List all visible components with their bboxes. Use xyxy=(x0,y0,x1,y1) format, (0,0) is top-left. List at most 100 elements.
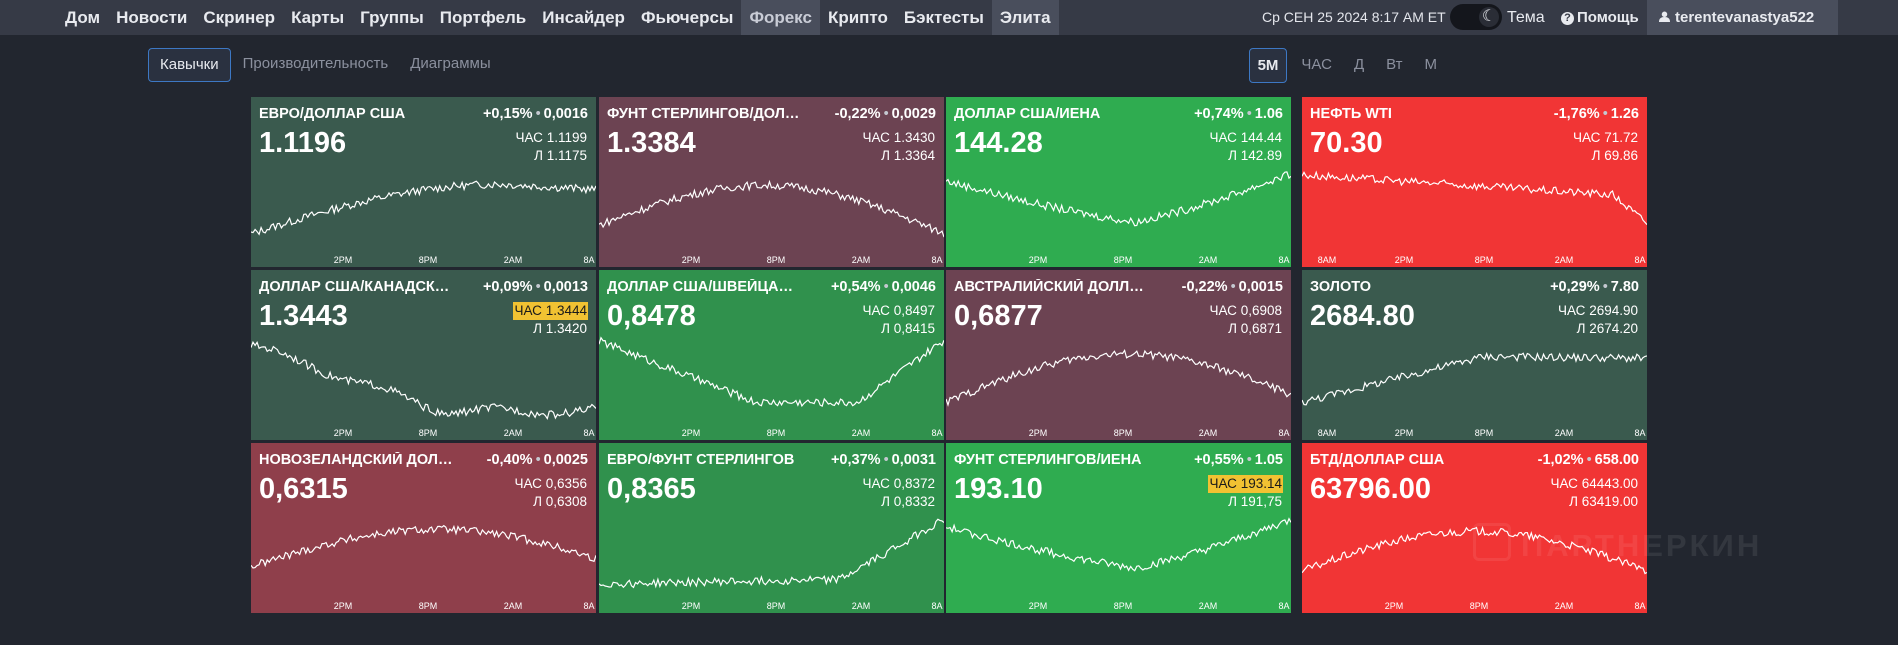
timeframe-button[interactable]: 5M xyxy=(1248,48,1288,83)
last-price: 0,6315 xyxy=(259,473,348,505)
view-tab[interactable]: Производительность xyxy=(242,55,389,72)
high-low: ЧАС 2694.90 Л 2674.20 xyxy=(1557,302,1639,338)
time-tick-label: 8A xyxy=(583,428,594,438)
watermark-logo-icon xyxy=(1473,523,1511,561)
high-row: ЧАС 1.3430 xyxy=(861,129,936,147)
time-tick-label: 8PM xyxy=(1114,255,1133,265)
nav-item[interactable]: Группы xyxy=(360,8,424,27)
timeframe-button[interactable]: Вт xyxy=(1386,56,1403,73)
change: +0,37% • 0,0031 xyxy=(831,452,936,468)
time-tick-label: 2PM xyxy=(682,255,701,265)
change-absolute: 0,0029 xyxy=(891,106,936,122)
instrument-name: ДОЛЛАР США/КАНАДСКИЙ ДОЛЛАР xyxy=(259,279,454,295)
time-tick-label: 8A xyxy=(1278,255,1289,265)
low-label: Л xyxy=(1228,494,1237,509)
time-tick-label: 8PM xyxy=(1114,601,1133,611)
nav-item[interactable]: Инсайдер xyxy=(542,8,625,27)
price-line xyxy=(599,336,944,408)
nav-item[interactable]: Карты xyxy=(291,8,345,27)
user-menu[interactable]: terentevanastya522 xyxy=(1647,0,1838,35)
high-low: ЧАС 0,8372 Л 0,8332 xyxy=(861,475,936,511)
quote-tile[interactable]: 2PM 8PM 2AM 8A ДОЛЛАР США/ШВЕЙЦАРСКИЙ ФРАНК +… xyxy=(599,270,944,440)
quote-tile[interactable]: 2PM 8PM 2AM 8A БТД/ДОЛЛАР США -1,02% • 658.00 63… xyxy=(1302,443,1647,613)
change: +0,29% • 7.80 xyxy=(1550,279,1639,295)
time-tick-label: 8A xyxy=(931,255,942,265)
quote-tile[interactable]: 2PM 8PM 2AM 8A ФУНТ СТЕРЛИНГОВ/ИЕНА +0,55% • 1.… xyxy=(946,443,1291,613)
high-label: ЧАС xyxy=(514,476,542,491)
timeframe-button[interactable]: Д xyxy=(1353,56,1365,73)
low-label: Л xyxy=(881,494,890,509)
time-tick-label: 2AM xyxy=(1199,601,1218,611)
time-tick-label: 2AM xyxy=(852,601,871,611)
top-nav: Дом Новости Скринер Карты Группы Портфель Инса… xyxy=(0,0,1898,35)
quote-tile[interactable]: 2PM 8PM 2AM 8A ФУНТ СТЕРЛИНГОВ/ДОЛЛАР США -0,… xyxy=(599,97,944,267)
quote-tile[interactable]: 2PM 8PM 2AM 8A ДОЛЛАР США/КАНАДСКИЙ ДОЛЛАР +0… xyxy=(251,270,596,440)
change: +0,15% • 0,0016 xyxy=(483,106,588,122)
nav-item[interactable]: Новости xyxy=(116,8,188,27)
low-row: Л 0,8415 xyxy=(880,320,936,338)
quote-tile[interactable]: 2PM 8PM 2AM 8A АВСТРАЛИЙСКИЙ ДОЛЛАР/ДОЛЛАР С… xyxy=(946,270,1291,440)
username: terentevanastya522 xyxy=(1675,9,1815,26)
quote-tile[interactable]: 2PM 8PM 2AM 8A НОВОЗЕЛАНДСКИЙ ДОЛЛАР/ДОЛЛАР … xyxy=(251,443,596,613)
quote-tile[interactable]: 2PM 8PM 2AM 8A ЕВРО/ФУНТ СТЕРЛИНГОВ +0,37% • 0,… xyxy=(599,443,944,613)
low-row: Л 2674.20 xyxy=(1576,320,1639,338)
nav-item[interactable]: Скринер xyxy=(203,8,276,27)
nav-item[interactable]: Фьючерсы xyxy=(640,8,734,27)
help-link[interactable]: ? Помощь xyxy=(1561,0,1639,35)
low-label: Л xyxy=(534,148,543,163)
time-tick-label: 2AM xyxy=(1555,255,1574,265)
quote-tile[interactable]: 8AM 2PM 8PM 2AM 8A НЕФТЬ WTI -1,76% • 1.26 70.30 Ч… xyxy=(1302,97,1647,267)
time-tick-label: 2AM xyxy=(504,601,523,611)
quote-tile[interactable]: 2PM 8PM 2AM 8A ДОЛЛАР США/ИЕНА +0,74% • 1.06 144… xyxy=(946,97,1291,267)
change: +0,54% • 0,0046 xyxy=(831,279,936,295)
instrument-name: ДОЛЛАР США/ИЕНА xyxy=(954,106,1101,122)
low-row: Л 0,6871 xyxy=(1227,320,1283,338)
high-value: 2694.90 xyxy=(1589,303,1638,318)
high-row: ЧАС 193.14 xyxy=(1208,475,1283,493)
time-tick-label: 8PM xyxy=(1475,255,1494,265)
last-price: 70.30 xyxy=(1310,127,1383,159)
high-label: ЧАС xyxy=(862,476,890,491)
view-tabs: Кавычки Производительность Диаграммы xyxy=(148,48,502,82)
nav-item[interactable]: Бэктесты xyxy=(903,8,984,27)
change-absolute: 658.00 xyxy=(1594,452,1639,468)
high-low: ЧАС 0,6908 Л 0,6871 xyxy=(1208,302,1283,338)
change-absolute: 0,0015 xyxy=(1238,279,1283,295)
theme-toggle[interactable]: ☾ xyxy=(1450,4,1502,30)
view-tab[interactable]: Диаграммы xyxy=(410,55,491,72)
high-value: 1.3444 xyxy=(545,303,587,318)
timeframe-button[interactable]: ЧАС xyxy=(1301,56,1332,73)
time-tick-label: 2PM xyxy=(1029,428,1048,438)
nav-item[interactable]: Элита xyxy=(991,0,1059,35)
low-value: 63419.00 xyxy=(1581,494,1638,509)
view-tab[interactable]: Кавычки xyxy=(148,48,231,82)
last-price: 144.28 xyxy=(954,127,1043,159)
price-line xyxy=(1302,351,1647,406)
time-tick-label: 8A xyxy=(1634,601,1645,611)
nav-item[interactable]: Дом xyxy=(65,8,101,27)
change-percent: +0,09% xyxy=(482,279,533,295)
nav-item[interactable]: Крипто xyxy=(827,8,888,27)
change: -0,22% • 0,0029 xyxy=(835,106,936,122)
instrument-name: АВСТРАЛИЙСКИЙ ДОЛЛАР/ДОЛЛАР США xyxy=(954,279,1149,295)
low-row: Л 1.3420 xyxy=(532,320,588,338)
main-menu: Дом Новости Скринер Карты Группы Портфель Инса… xyxy=(57,0,1059,35)
separator-dot: • xyxy=(535,452,541,468)
low-row: Л 1.3364 xyxy=(880,147,936,165)
time-tick-label: 8AM xyxy=(1318,428,1337,438)
high-label: ЧАС xyxy=(1209,476,1237,491)
high-row: ЧАС 71.72 xyxy=(1572,129,1639,147)
high-value: 0,6356 xyxy=(545,476,587,491)
high-value: 1.1199 xyxy=(546,130,587,145)
theme-label[interactable]: Тема xyxy=(1507,9,1545,26)
nav-item[interactable]: Портфель xyxy=(439,8,527,27)
quote-tile[interactable]: 8AM 2PM 8PM 2AM 8A ЗОЛОТО +0,29% • 7.80 2684.80 ЧА… xyxy=(1302,270,1647,440)
high-value: 0,8497 xyxy=(893,303,935,318)
low-row: Л 0,8332 xyxy=(880,493,936,511)
low-label: Л xyxy=(1591,148,1601,163)
timeframe-button[interactable]: М xyxy=(1424,56,1438,73)
quote-tile[interactable]: 2PM 8PM 2AM 8A ЕВРО/ДОЛЛАР США +0,15% • 0,0016 1… xyxy=(251,97,596,267)
nav-item[interactable]: Форекс xyxy=(741,0,820,35)
low-value: 1.3420 xyxy=(545,321,587,336)
high-row: ЧАС 0,8497 xyxy=(861,302,936,320)
